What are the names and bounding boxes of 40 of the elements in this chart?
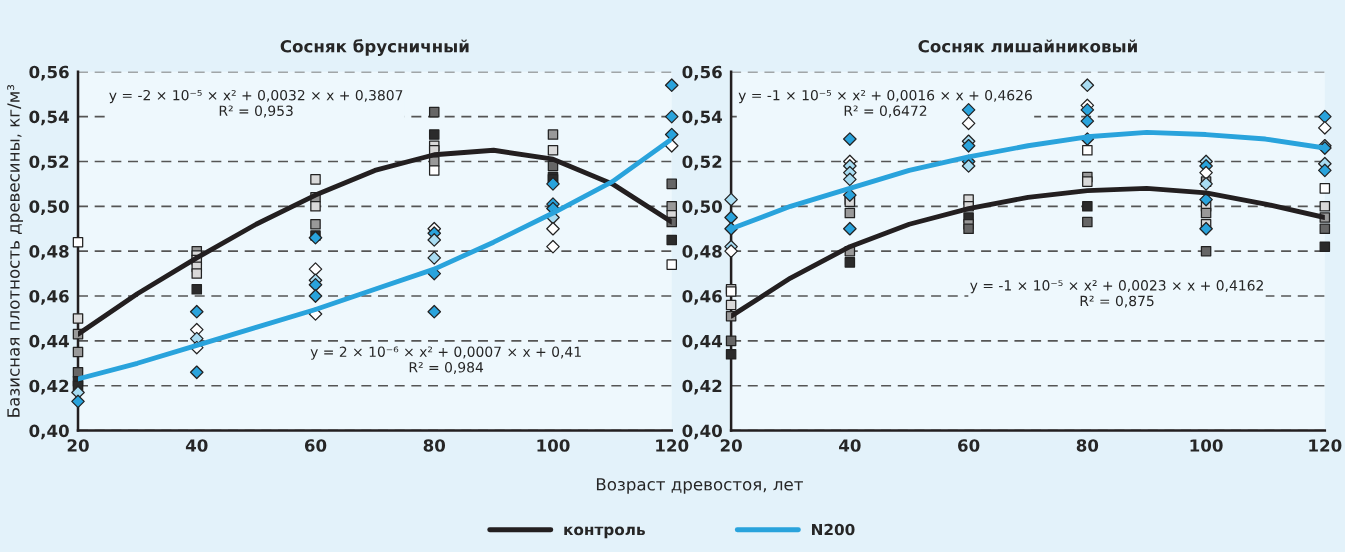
- x-tick-label: 100: [1190, 439, 1223, 452]
- annotation: y = 2 × 10⁻⁶ × x² + 0,0007 × x + 0,41 R² = 0,984: [310, 346, 581, 374]
- x-tick-label: 40: [839, 439, 861, 452]
- y-tick-label: 0,40: [682, 424, 722, 440]
- y-tick-label: 0,48: [682, 245, 722, 260]
- y-tick-label: 0,56: [682, 65, 722, 81]
- x-tick-label: 100: [537, 439, 570, 452]
- legend-label: контроль: [564, 526, 645, 539]
- x-tick-label: 40: [185, 439, 208, 452]
- y-tick-label: 0,56: [29, 65, 69, 81]
- x-tick-label: 20: [720, 439, 742, 452]
- chart-title: Сосняк лишайниковый: [918, 39, 1137, 53]
- x-tick-label: 120: [1309, 439, 1342, 452]
- annotation: y = -1 × 10⁻⁵ × x² + 0,0023 × x + 0,4162 R² = 0,875: [970, 280, 1263, 308]
- y-tick-label: 0,54: [29, 110, 69, 126]
- legend-label: N200: [812, 523, 855, 536]
- x-tick-label: 60: [958, 439, 980, 452]
- x-axis-title: Возраст древостоя, лет: [596, 478, 803, 494]
- x-tick-label: 120: [656, 439, 689, 452]
- annotation: y = -1 × 10⁻⁵ × x² + 0,0016 × x + 0,4626 R² = 0,6472: [738, 89, 1032, 118]
- chart-title: Сосняк брусничный: [280, 39, 469, 56]
- x-tick-label: 80: [1076, 439, 1099, 452]
- y-tick-label: 0,42: [682, 379, 722, 395]
- y-tick-label: 0,54: [682, 110, 723, 126]
- y-tick-label: 0,50: [29, 200, 69, 216]
- y-tick-label: 0,50: [682, 200, 722, 216]
- y-tick-label: 0,44: [29, 334, 69, 350]
- x-tick-label: 80: [423, 439, 446, 452]
- y-tick-label: 0,46: [29, 289, 69, 305]
- y-tick-label: 0,44: [682, 334, 723, 350]
- x-tick-label: 60: [304, 439, 327, 452]
- y-tick-label: 0,52: [682, 155, 722, 171]
- annotation: y = -2 × 10⁻⁵ × x² + 0,0032 × x + 0,3807 R² = 0,953: [109, 89, 403, 118]
- y-tick-label: 0,42: [29, 379, 69, 395]
- y-axis-title: Базисная плотность древесины, кг/м³: [7, 84, 23, 417]
- y-tick-label: 0,48: [29, 245, 69, 260]
- y-tick-label: 0,52: [29, 155, 69, 171]
- y-tick-label: 0,40: [29, 424, 69, 440]
- y-tick-label: 0,46: [682, 289, 722, 305]
- x-tick-label: 20: [67, 439, 89, 452]
